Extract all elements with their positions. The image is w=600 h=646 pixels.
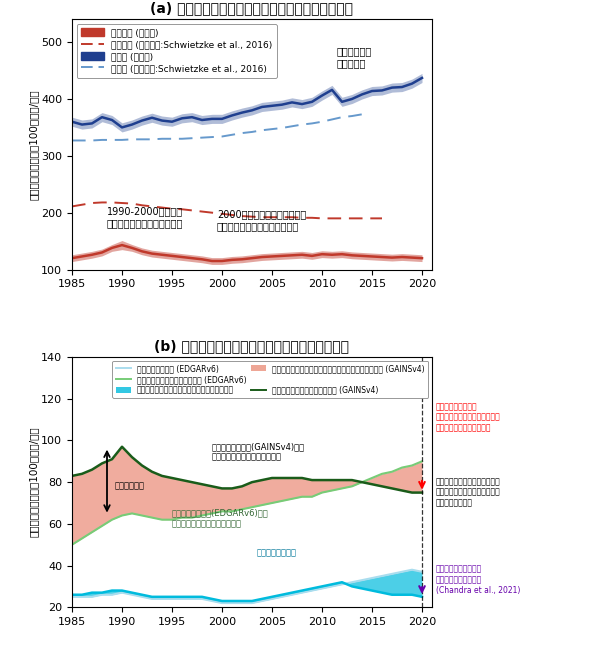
- Text: 推計間の差異: 推計間の差異: [115, 482, 145, 491]
- Text: 2000年以降、化石燃料由来の
放出量は大きく変動していない: 2000年以降、化石燃料由来の 放出量は大きく変動していない: [217, 209, 306, 231]
- Text: 石炭生産時の放出: 石炭生産時の放出: [257, 548, 297, 557]
- Text: 1990-2000年の間、
化石燃料由来の放出量は減少: 1990-2000年の間、 化石燃料由来の放出量は減少: [107, 207, 184, 228]
- Y-axis label: 全球メタン放出量（100万トン/年）: 全球メタン放出量（100万トン/年）: [28, 427, 38, 537]
- Legend: 石炭生産由来放出 (EDGARv6), 天然ガス・石油由来の放出総量 (EDGARv6), 中国での放出量を補正した石炭生産由来放出量, シェールガスを除いた天: 石炭生産由来放出 (EDGARv6), 天然ガス・石油由来の放出総量 (EDGA…: [112, 361, 428, 398]
- Text: 既存インベントリ(EDGARv6)での
天然ガス・石油由来の放出総量: 既存インベントリ(EDGARv6)での 天然ガス・石油由来の放出総量: [172, 508, 269, 528]
- Legend: 化石燃料 (本研究), 化石燃料 (先行研究:Schwietzke et al., 2016), 微生物 (本研究), 微生物 (先行研究:Schwietzke: 化石燃料 (本研究), 化石燃料 (先行研究:Schwietzke et al.…: [77, 24, 277, 78]
- Text: 既存インベントリ(GAINSv4)での
天然ガス・石油由来の放出総量: 既存インベントリ(GAINSv4)での 天然ガス・石油由来の放出総量: [212, 442, 305, 461]
- Text: 中国での石炭生産時の
放出の過大評価を補正
(Chandra et al., 2021): 中国での石炭生産時の 放出の過大評価を補正 (Chandra et al., 2…: [436, 565, 520, 594]
- Title: (b) 化石燃料生産に由来する放出量の起源別推定: (b) 化石燃料生産に由来する放出量の起源別推定: [155, 339, 349, 353]
- Title: (a) 化石燃料生産および微生物起源放出量の推定値: (a) 化石燃料生産および微生物起源放出量の推定値: [151, 1, 353, 16]
- Y-axis label: 全球メタン放出量（100万トン/年）: 全球メタン放出量（100万トン/年）: [28, 89, 38, 200]
- Text: 中国での石炭生産時などによる
増加は、他の生産量由来の減少
と打ち消し合う形: 中国での石炭生産時などによる 増加は、他の生産量由来の減少 と打ち消し合う形: [436, 477, 500, 507]
- Text: 既存インベントリの
米国でのシェールガス生産時の
放出量は過大評価の可能性: 既存インベントリの 米国でのシェールガス生産時の 放出量は過大評価の可能性: [436, 402, 500, 432]
- Text: 微生物由来の
放出が急増: 微生物由来の 放出が急増: [337, 46, 372, 68]
